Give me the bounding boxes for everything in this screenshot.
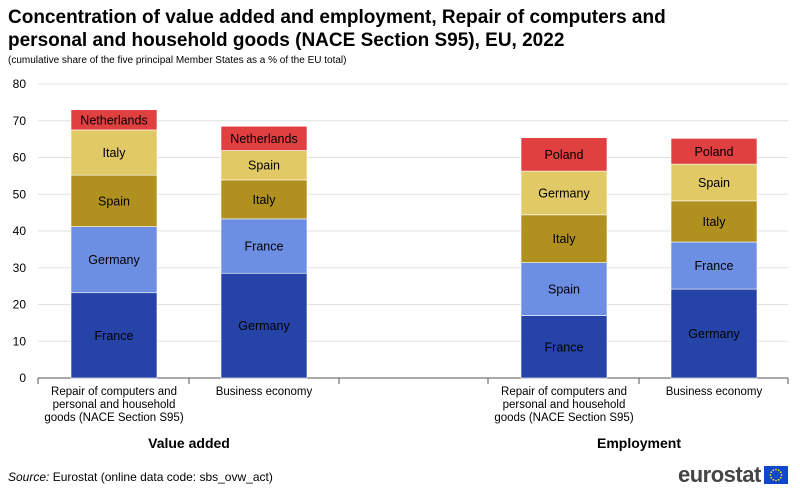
flag-star	[777, 478, 780, 481]
category-label: Repair of computers and	[501, 386, 627, 398]
bar-segment-spain	[520, 262, 608, 316]
y-tick-label: 70	[13, 114, 27, 128]
segment-label-france: France	[695, 259, 734, 273]
bar-segment-germany	[670, 288, 758, 379]
y-tick-label: 60	[13, 151, 27, 165]
y-tick-label: 10	[13, 334, 27, 348]
source-note: Source: Eurostat (online data code: sbs_…	[8, 470, 273, 484]
source-label: Source:	[8, 470, 50, 484]
y-tick-label: 30	[13, 261, 27, 275]
source-text: Eurostat (online data code: sbs_ovw_act)	[49, 470, 273, 484]
segment-label-poland: Poland	[545, 148, 584, 162]
bar-segment-france	[70, 292, 158, 379]
flag-star	[777, 469, 780, 472]
segment-label-france: France	[545, 340, 584, 354]
segment-label-italy: Italy	[103, 146, 127, 160]
segment-label-spain: Spain	[698, 176, 730, 190]
flag-star	[774, 479, 777, 482]
bar-segment-netherlands	[70, 109, 158, 131]
flag-star	[779, 476, 782, 479]
flag-star	[770, 476, 772, 479]
segment-label-germany: Germany	[688, 327, 740, 341]
y-tick-label: 50	[13, 187, 27, 201]
bar-segment-poland	[670, 138, 758, 165]
chart-subtitle: (cumulative share of the five principal …	[8, 55, 347, 66]
flag-star	[779, 471, 782, 474]
segment-label-italy: Italy	[253, 193, 277, 207]
category-label: personal and household	[503, 399, 626, 411]
group-label: Employment	[597, 435, 681, 451]
bar-segment-italy	[520, 214, 608, 263]
segment-label-germany: Germany	[238, 319, 290, 333]
segment-label-italy: Italy	[553, 232, 577, 246]
bar-segment-netherlands	[220, 125, 308, 151]
category-label: Repair of computers and	[51, 386, 177, 398]
segment-label-italy: Italy	[703, 215, 727, 229]
flag-star	[770, 471, 772, 474]
flag-background	[763, 466, 788, 484]
bar-segment-germany	[520, 170, 608, 216]
y-tick-label: 0	[19, 371, 26, 385]
segment-label-netherlands: Netherlands	[80, 113, 147, 127]
eurostat-logo: eurostat	[678, 462, 788, 488]
segment-label-france: France	[95, 329, 134, 343]
segment-label-germany: Germany	[538, 186, 590, 200]
y-tick-label: 80	[13, 77, 27, 91]
bar-segment-spain	[70, 174, 158, 227]
bar-segment-spain	[670, 163, 758, 202]
logo-text: eurostat	[678, 462, 761, 487]
segment-label-germany: Germany	[88, 253, 140, 267]
category-label: Business economy	[216, 386, 313, 398]
category-label: goods (NACE Section S95)	[494, 412, 634, 424]
bar-segment-france	[220, 218, 308, 274]
group-label: Value added	[148, 435, 230, 451]
y-tick-label: 40	[13, 224, 27, 238]
bar-segment-germany	[70, 226, 158, 294]
segment-label-poland: Poland	[695, 145, 734, 159]
bar-segment-france	[520, 315, 608, 379]
y-tick-label: 20	[13, 298, 27, 312]
category-label: Business economy	[666, 386, 763, 398]
bar-segment-france	[670, 241, 758, 290]
category-label: personal and household	[53, 399, 176, 411]
flag-star	[774, 468, 777, 471]
segment-label-spain: Spain	[98, 194, 130, 208]
flag-star	[772, 469, 774, 472]
bar-segment-germany	[220, 272, 308, 379]
segment-label-spain: Spain	[248, 159, 280, 173]
bar-segment-italy	[220, 179, 308, 220]
eu-flag-icon	[763, 466, 788, 484]
chart-svg: 0 10 20 30 40 50 60 70 80 France Germany Spain Italy…	[13, 77, 789, 451]
category-label: goods (NACE Section S95)	[44, 412, 184, 424]
segment-label-spain: Spain	[548, 283, 580, 297]
segment-label-netherlands: Netherlands	[230, 132, 297, 146]
flag-star	[769, 474, 772, 476]
flag-star	[772, 478, 774, 481]
bar-segment-poland	[520, 137, 608, 172]
bar-segment-spain	[220, 150, 308, 181]
chart-title: Concentration of value added and employm…	[8, 7, 666, 51]
segment-label-france: France	[245, 240, 284, 254]
flag-star	[780, 474, 783, 476]
bar-segment-italy	[70, 129, 158, 176]
